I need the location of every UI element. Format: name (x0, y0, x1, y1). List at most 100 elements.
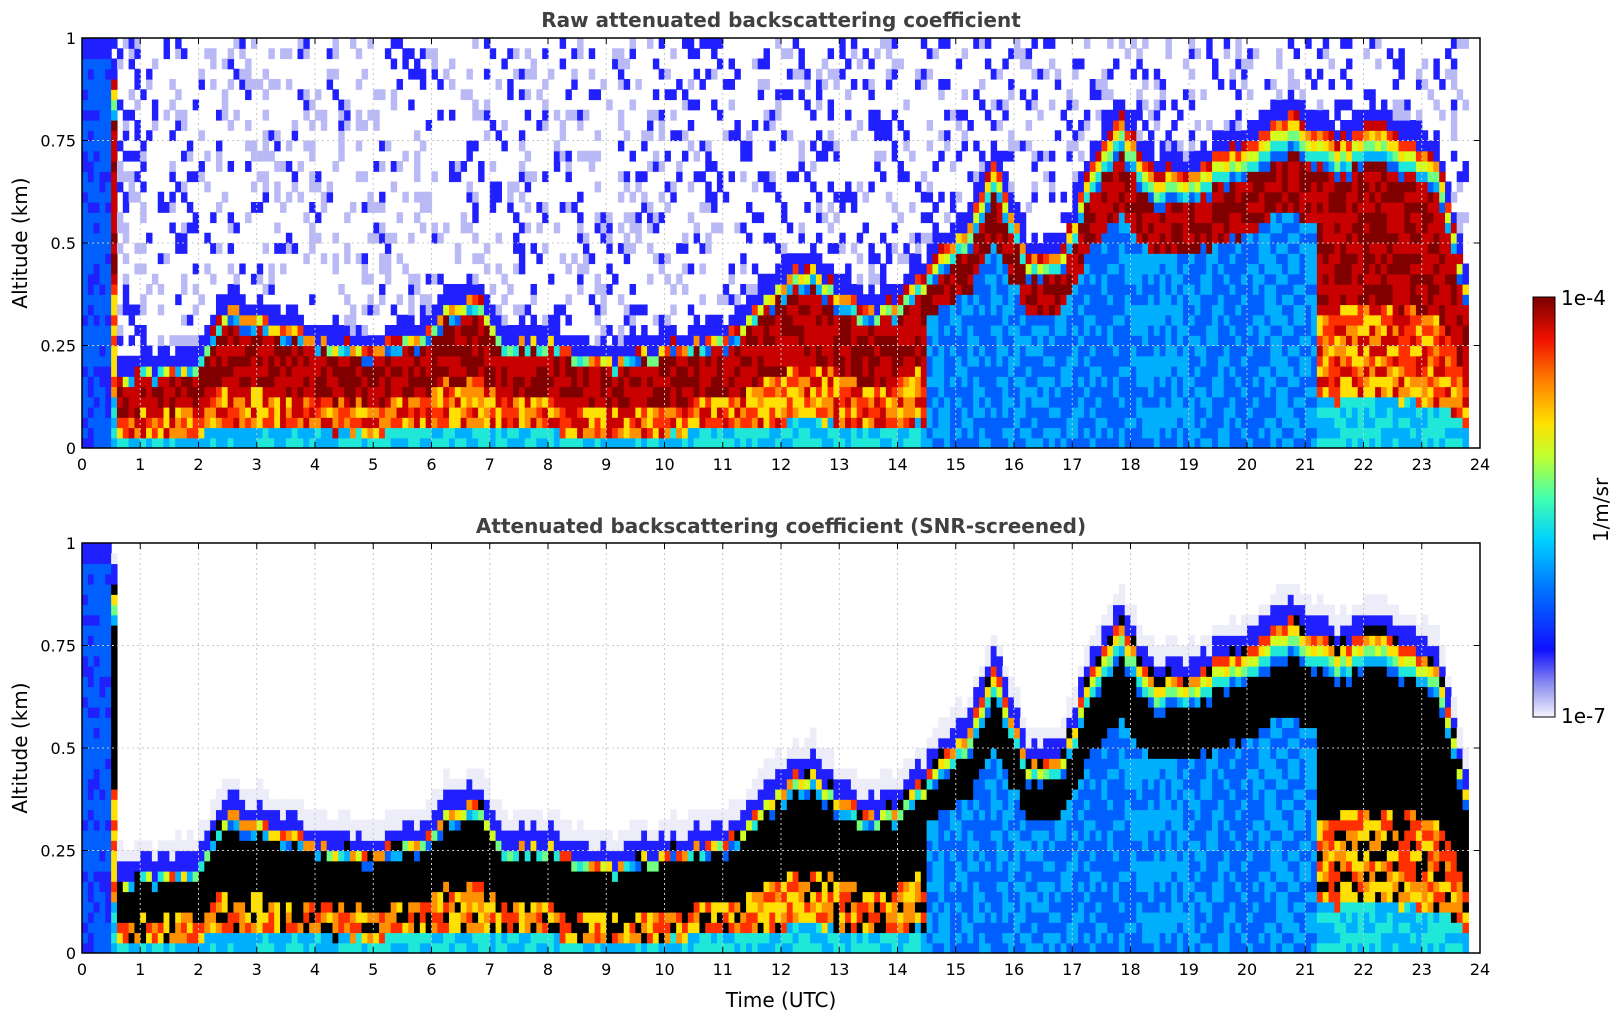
heatmap-cell (530, 345, 537, 357)
heatmap-cell (664, 253, 671, 265)
heatmap-cell (763, 48, 770, 60)
heatmap-cell (786, 294, 794, 306)
heatmap-cell (1048, 407, 1056, 418)
heatmap-cell (268, 396, 275, 408)
heatmap-cell (507, 417, 514, 429)
heatmap-cell (1182, 181, 1190, 193)
heatmap-cell (1142, 386, 1149, 398)
heatmap-cell (979, 212, 986, 224)
heatmap-cell (210, 273, 217, 285)
heatmap-cell (1252, 181, 1260, 193)
heatmap-cell (559, 304, 567, 316)
heatmap-cell (1264, 263, 1271, 275)
heatmap-cell (1095, 140, 1102, 152)
heatmap-cell (1054, 335, 1062, 347)
heatmap-cell (839, 294, 846, 306)
heatmap-cell (1264, 376, 1271, 388)
heatmap-cell (949, 396, 957, 408)
heatmap-cell (1066, 396, 1073, 408)
heatmap-cell (903, 366, 910, 377)
heatmap-cell (757, 366, 765, 377)
heatmap-cell (1270, 120, 1277, 131)
heatmap-cell (1188, 396, 1196, 408)
heatmap-cell (926, 325, 934, 336)
heatmap-cell (815, 345, 823, 357)
heatmap-cell (996, 171, 1003, 183)
heatmap-cell (1107, 109, 1114, 121)
heatmap-cell (996, 99, 1003, 111)
heatmap-cell (250, 386, 258, 398)
heatmap-cell (268, 427, 275, 439)
heatmap-cell (274, 181, 281, 193)
heatmap-cell (1043, 304, 1050, 316)
heatmap-cell (827, 314, 835, 326)
heatmap-cell (1177, 263, 1184, 275)
heatmap-cell (996, 263, 1003, 275)
heatmap-cell (338, 150, 345, 162)
heatmap-cell (1223, 314, 1231, 326)
heatmap-cell (198, 130, 205, 142)
heatmap-cell (990, 202, 998, 213)
heatmap-cell (874, 355, 881, 367)
heatmap-cell (1054, 396, 1062, 408)
heatmap-cell (1258, 150, 1266, 162)
heatmap-cell (973, 284, 980, 295)
heatmap-cell (1014, 417, 1021, 429)
heatmap-cell (617, 376, 625, 388)
heatmap-cell (1142, 263, 1149, 275)
heatmap-cell (711, 396, 718, 408)
heatmap-cell (524, 222, 532, 234)
heatmap-cell (740, 437, 747, 448)
heatmap-cell (1048, 284, 1056, 295)
heatmap-cell (920, 437, 928, 448)
heatmap-cell (93, 150, 101, 162)
heatmap-cell (629, 407, 636, 418)
heatmap-cell (181, 396, 188, 408)
heatmap-cell (513, 345, 520, 357)
heatmap-cell (320, 427, 328, 439)
heatmap-cell (1054, 263, 1062, 275)
heatmap-cell (827, 109, 835, 121)
heatmap-cell (775, 89, 782, 101)
heatmap-cell (1072, 355, 1079, 367)
heatmap-cell (1124, 355, 1132, 367)
heatmap-cell (408, 396, 415, 408)
heatmap-cell (1159, 150, 1167, 162)
heatmap-cell (559, 253, 567, 265)
heatmap-cell (658, 191, 666, 203)
heatmap-cell (961, 407, 968, 418)
heatmap-cell (1118, 386, 1126, 398)
heatmap-cell (192, 427, 200, 439)
heatmap-cell (612, 335, 619, 347)
heatmap-cell (920, 304, 928, 316)
heatmap-cell (437, 273, 444, 285)
heatmap-cell (355, 325, 363, 336)
heatmap-cell (938, 427, 945, 439)
heatmap-cell (594, 304, 602, 316)
heatmap-cell (891, 222, 899, 234)
heatmap-cell (1002, 191, 1009, 203)
heatmap-cell (775, 345, 782, 357)
heatmap-cell (1241, 243, 1248, 254)
heatmap-cell (215, 386, 223, 398)
heatmap-cell (285, 325, 293, 336)
heatmap-cell (215, 396, 223, 408)
heatmap-cell (856, 120, 864, 131)
heatmap-cell (979, 284, 986, 295)
heatmap-cell (588, 376, 596, 388)
heatmap-cell (448, 79, 456, 90)
heatmap-cell (681, 232, 689, 244)
heatmap-cell (448, 345, 456, 357)
heatmap-cell (1124, 150, 1132, 162)
heatmap-cell (448, 325, 456, 336)
heatmap-cell (1083, 109, 1091, 121)
heatmap-cell (979, 150, 986, 162)
heatmap-cell (181, 181, 188, 193)
heatmap-cell (1025, 58, 1033, 70)
heatmap-cell (798, 68, 805, 80)
heatmap-cell (87, 294, 95, 306)
heatmap-cell (291, 335, 299, 347)
heatmap-cell (1054, 253, 1062, 265)
heatmap-cell (1124, 191, 1132, 203)
heatmap-cell (979, 325, 986, 336)
